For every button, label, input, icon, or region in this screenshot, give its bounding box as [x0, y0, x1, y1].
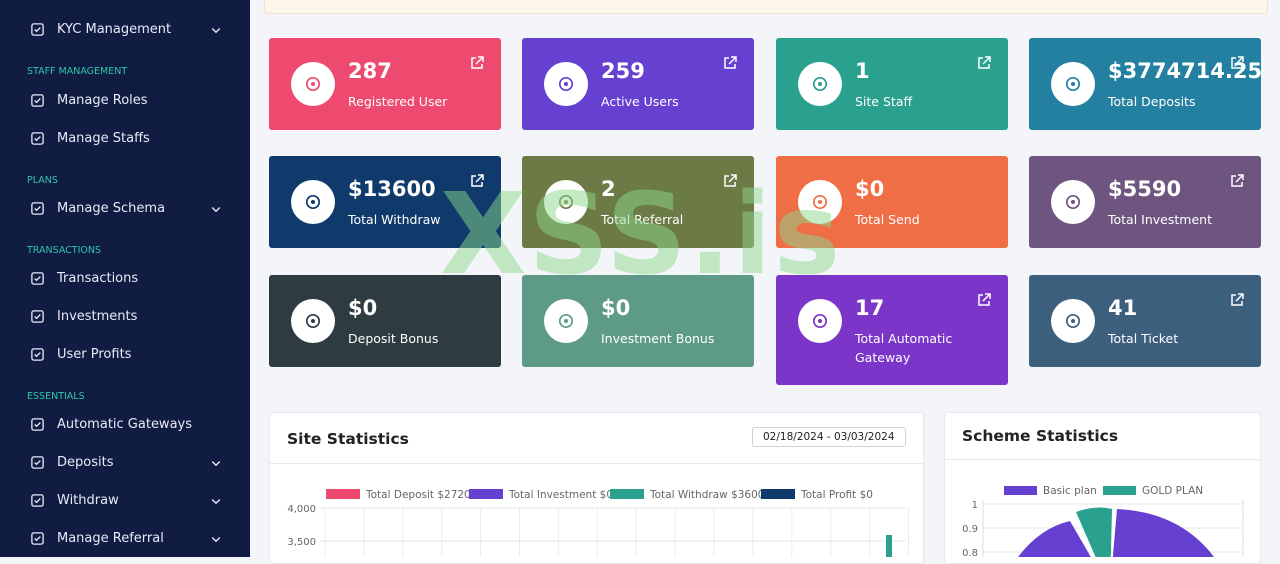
menu-icon [31, 532, 44, 545]
card-label: Total Automatic Gateway [855, 331, 953, 365]
chevron [211, 461, 221, 467]
menu-item[interactable]: Investments [57, 309, 138, 324]
menu-item[interactable]: Withdraw [57, 493, 119, 508]
menu-icon [31, 418, 44, 431]
menu-icon [31, 23, 44, 36]
card-icon [812, 194, 828, 210]
card-icon [305, 313, 321, 329]
stat-card[interactable]: $13600 Total Withdraw [269, 156, 501, 248]
external-link [471, 56, 484, 69]
card-icon [1065, 313, 1081, 329]
section-label: TRANSACTIONS [27, 245, 102, 256]
card-label: Total Deposits [1108, 94, 1196, 109]
divider [945, 459, 1260, 460]
panel-title: Scheme Statistics [962, 427, 1119, 445]
menu-icon [31, 348, 44, 361]
section-label: ESSENTIALS [27, 391, 85, 402]
section-label: PLANS [27, 175, 58, 186]
sidebar: KYC Management STAFF MANAGEMENT Manage Rol… [0, 0, 250, 557]
external-link [1231, 293, 1244, 306]
card-label: Registered User [348, 94, 448, 109]
card-value: 2 [601, 177, 616, 201]
panel-title: Site Statistics [287, 430, 409, 448]
card-label: Total Send [855, 212, 920, 227]
card-value: 1 [855, 59, 870, 83]
menu-icon [31, 202, 44, 215]
menu-icon [31, 132, 44, 145]
stat-card[interactable]: 2 Total Referral [522, 156, 754, 248]
card-label: Total Withdraw [348, 212, 441, 227]
external-link [1231, 174, 1244, 187]
menu-item[interactable]: Manage Roles [57, 93, 148, 108]
divider [270, 463, 923, 464]
card-label: Total Investment [1108, 212, 1212, 227]
card-icon [1065, 194, 1081, 210]
menu-icon [31, 310, 44, 323]
card-icon [1065, 76, 1081, 92]
card-value: $0 [601, 296, 631, 320]
external-link [471, 174, 484, 187]
card-icon [305, 194, 321, 210]
card-icon [812, 76, 828, 92]
menu-icon [31, 94, 44, 107]
card-icon [812, 313, 828, 329]
card-label: Total Referral [601, 212, 684, 227]
menu-item[interactable]: Manage Schema [57, 201, 166, 216]
section-label: STAFF MANAGEMENT [27, 66, 128, 77]
card-label: Total Ticket [1108, 331, 1179, 346]
external-link [1231, 56, 1244, 69]
card-value: 259 [601, 59, 645, 83]
card-value: $0 [348, 296, 378, 320]
external-link [978, 56, 991, 69]
chevron [211, 537, 221, 543]
card-value: 287 [348, 59, 392, 83]
card-icon [558, 313, 574, 329]
card-value: 41 [1108, 296, 1138, 320]
stat-card[interactable]: 1 Site Staff [776, 38, 1008, 130]
stat-card[interactable]: 17 Total Automatic Gateway [776, 275, 1008, 385]
stat-card[interactable]: $3774714.25 Total Deposits [1029, 38, 1262, 130]
card-label: Active Users [601, 94, 679, 109]
notice-banner [264, 0, 1268, 14]
card-value: $13600 [348, 177, 436, 201]
card-icon [558, 194, 574, 210]
card-value: 17 [855, 296, 885, 320]
menu-item[interactable]: User Profits [57, 347, 132, 362]
menu-item[interactable]: Automatic Gateways [57, 417, 193, 432]
site-statistics-panel: Site Statistics 02/18/2024 - 03/03/2024 [269, 412, 924, 564]
menu-item[interactable]: Manage Staffs [57, 131, 150, 146]
external-link [978, 293, 991, 306]
card-label: Investment Bonus [601, 331, 715, 346]
menu-item[interactable]: Transactions [57, 271, 139, 286]
stat-card[interactable]: 41 Total Ticket [1029, 275, 1261, 367]
chevron [211, 28, 221, 34]
chevron [211, 499, 221, 505]
menu-icon [31, 456, 44, 469]
stat-card[interactable]: 259 Active Users [522, 38, 754, 130]
menu-icon [31, 272, 44, 285]
card-value: $5590 [1108, 177, 1182, 201]
card-icon [305, 76, 321, 92]
stat-card[interactable]: $0 Deposit Bonus [269, 275, 501, 367]
menu-icon [31, 494, 44, 507]
external-link [724, 174, 737, 187]
card-label: Site Staff [855, 94, 913, 109]
card-label: Deposit Bonus [348, 331, 439, 346]
card-value: $0 [855, 177, 885, 201]
external-link [724, 56, 737, 69]
card-icon [558, 76, 574, 92]
menu-item[interactable]: Deposits [57, 455, 114, 470]
stat-card[interactable]: $0 Investment Bonus [522, 275, 754, 367]
stat-card[interactable]: $0 Total Send [776, 156, 1008, 248]
menu-item[interactable]: KYC Management [57, 22, 172, 37]
date-range-picker[interactable]: 02/18/2024 - 03/03/2024 [752, 427, 906, 447]
stat-card[interactable]: 287 Registered User [269, 38, 501, 130]
scheme-statistics-panel: Scheme Statistics [944, 412, 1261, 564]
menu-item[interactable]: Manage Referral [57, 531, 164, 546]
stat-card[interactable]: $5590 Total Investment [1029, 156, 1261, 248]
chevron [211, 207, 221, 213]
